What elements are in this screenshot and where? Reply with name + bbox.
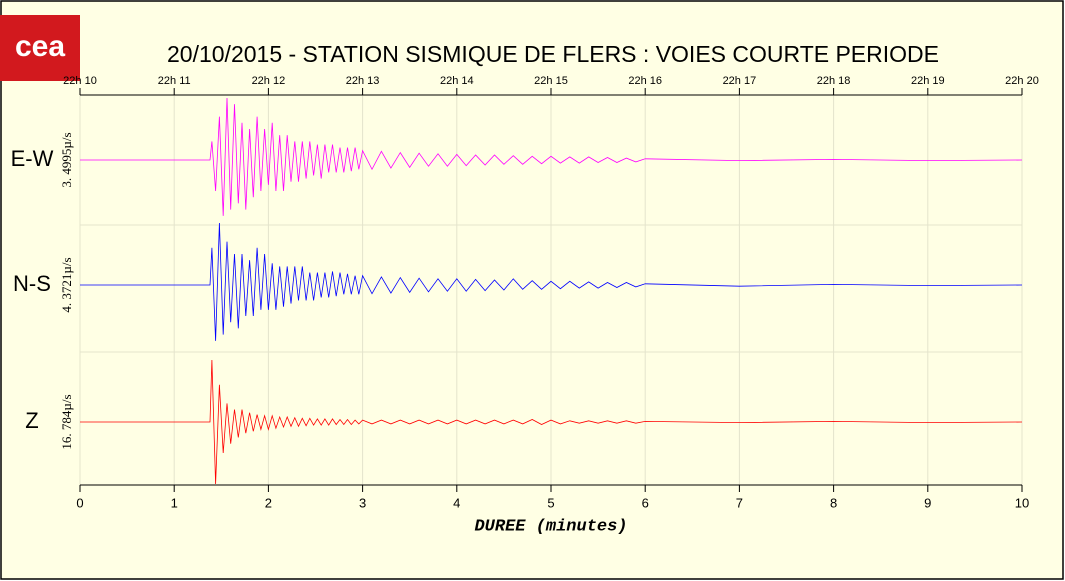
x2-tick-label: 22h 11 [158,75,191,87]
x-tick-label: 0 [76,495,83,510]
logo [0,15,80,81]
x-tick-label: 8 [830,495,837,510]
x-tick-label: 10 [1015,495,1029,510]
x-tick-label: 2 [265,495,272,510]
x-axis-label: DUREE (minutes) [474,517,627,536]
chart-title: 20/10/2015 - STATION SISMIQUE DE FLERS :… [167,41,939,67]
x-tick-label: 6 [642,495,649,510]
x2-tick-label: 22h 10 [63,75,97,87]
x2-tick-label: 22h 16 [628,75,662,87]
x-tick-label: 1 [171,495,178,510]
scale-label: 16. 784µ/s [59,394,74,449]
x-tick-label: 4 [453,495,460,510]
trace [80,359,1023,485]
trace [80,222,1023,341]
scale-label: 4. 3721µ/s [59,257,74,312]
x2-tick-label: 22h 17 [723,75,757,87]
x2-tick-label: 22h 20 [1005,75,1039,87]
x2-tick-label: 22h 13 [346,75,380,87]
x2-tick-label: 22h 12 [252,75,286,87]
x2-tick-label: 22h 15 [534,75,568,87]
trace-name: E-W [11,146,54,171]
x2-tick-label: 22h 19 [911,75,945,87]
trace-name: N-S [13,271,51,296]
trace-name: Z [25,408,38,433]
x-tick-label: 9 [924,495,931,510]
trace [80,97,1023,216]
x2-tick-label: 22h 18 [817,75,851,87]
x-tick-label: 3 [359,495,366,510]
logo-text: cea [15,30,65,63]
x-tick-label: 7 [736,495,743,510]
scale-label: 3. 4995µ/s [59,132,74,187]
x2-tick-label: 22h 14 [440,75,474,87]
x-tick-label: 5 [547,495,554,510]
